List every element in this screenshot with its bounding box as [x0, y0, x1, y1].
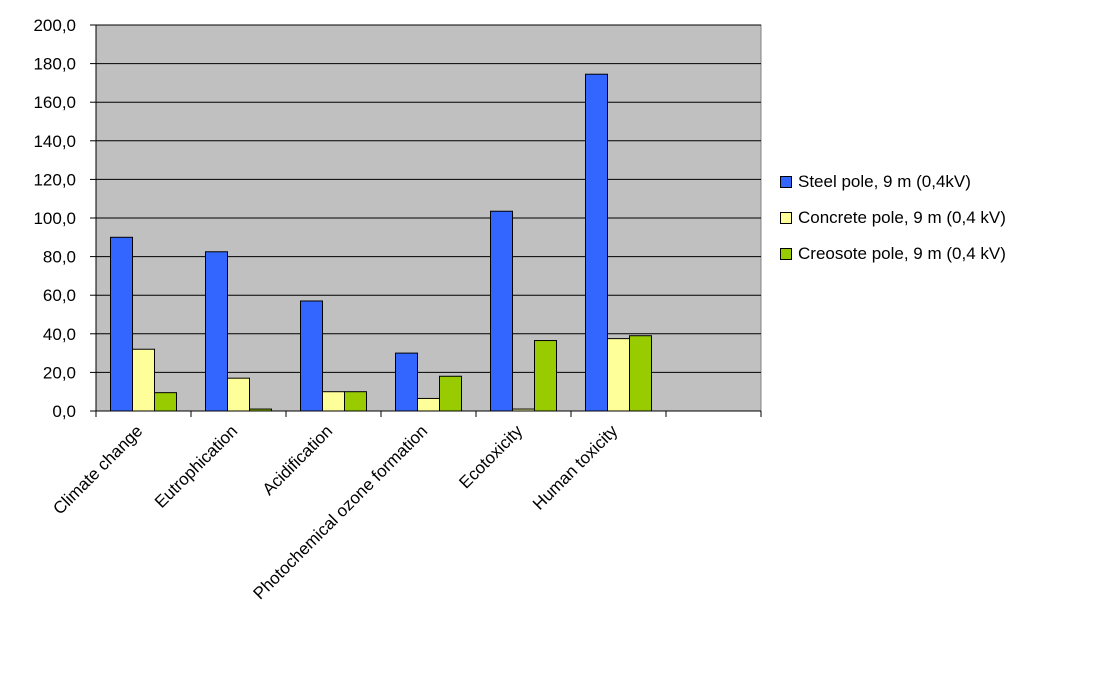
bar: [629, 335, 652, 412]
axes: [90, 24, 762, 417]
legend-label-steel: Steel pole, 9 m (0,4kV): [798, 172, 971, 191]
x-category-label: Photochemical ozone formation: [250, 421, 432, 603]
x-category-label: Ecotoxicity: [455, 421, 526, 492]
bar: [132, 348, 155, 412]
legend: Steel pole, 9 m (0,4kV) Concrete pole, 9…: [780, 164, 1006, 272]
bar: [607, 338, 630, 412]
y-tick-label: 0,0: [52, 402, 76, 421]
x-category-label: Eutrophication: [151, 421, 241, 511]
y-tick-label: 200,0: [33, 16, 76, 35]
x-category-labels: Climate change Eutrophication Acidificatio…: [49, 421, 621, 603]
legend-swatch-creosote: [780, 248, 792, 260]
bar: [395, 352, 418, 412]
y-tick-label: 20,0: [43, 363, 76, 382]
x-category-label: Human toxicity: [529, 421, 622, 514]
y-tick-label: 160,0: [33, 93, 76, 112]
y-tick-label: 100,0: [33, 209, 76, 228]
y-tick-label: 80,0: [43, 248, 76, 267]
bar: [585, 73, 608, 412]
legend-item-creosote: Creosote pole, 9 m (0,4 kV): [780, 236, 1006, 272]
y-tick-label: 120,0: [33, 170, 76, 189]
y-tick-labels: 0,0 20,0 40,0 60,0 80,0 100,0 120,0 140,0 160,0 1…: [33, 16, 76, 421]
bar: [110, 236, 133, 412]
y-tick-label: 40,0: [43, 325, 76, 344]
legend-item-steel: Steel pole, 9 m (0,4kV): [780, 164, 1006, 200]
bar: [344, 391, 367, 412]
legend-label-creosote: Creosote pole, 9 m (0,4 kV): [798, 244, 1006, 263]
y-tick-label: 140,0: [33, 132, 76, 151]
x-category-label: Acidification: [259, 421, 337, 499]
y-tick-label: 180,0: [33, 55, 76, 74]
bar: [534, 340, 557, 412]
x-category-label: Climate change: [49, 421, 146, 518]
bars: [110, 73, 652, 412]
bar: [300, 300, 323, 412]
bar: [322, 391, 345, 412]
y-tick-label: 60,0: [43, 286, 76, 305]
bar: [227, 377, 250, 412]
bar: [439, 375, 462, 412]
bar: [417, 397, 440, 412]
legend-item-concrete: Concrete pole, 9 m (0,4 kV): [780, 200, 1006, 236]
bar: [154, 392, 177, 412]
bar: [205, 251, 228, 412]
legend-swatch-concrete: [780, 212, 792, 224]
legend-label-concrete: Concrete pole, 9 m (0,4 kV): [798, 208, 1006, 227]
bar: [490, 210, 513, 412]
legend-swatch-steel: [780, 176, 792, 188]
